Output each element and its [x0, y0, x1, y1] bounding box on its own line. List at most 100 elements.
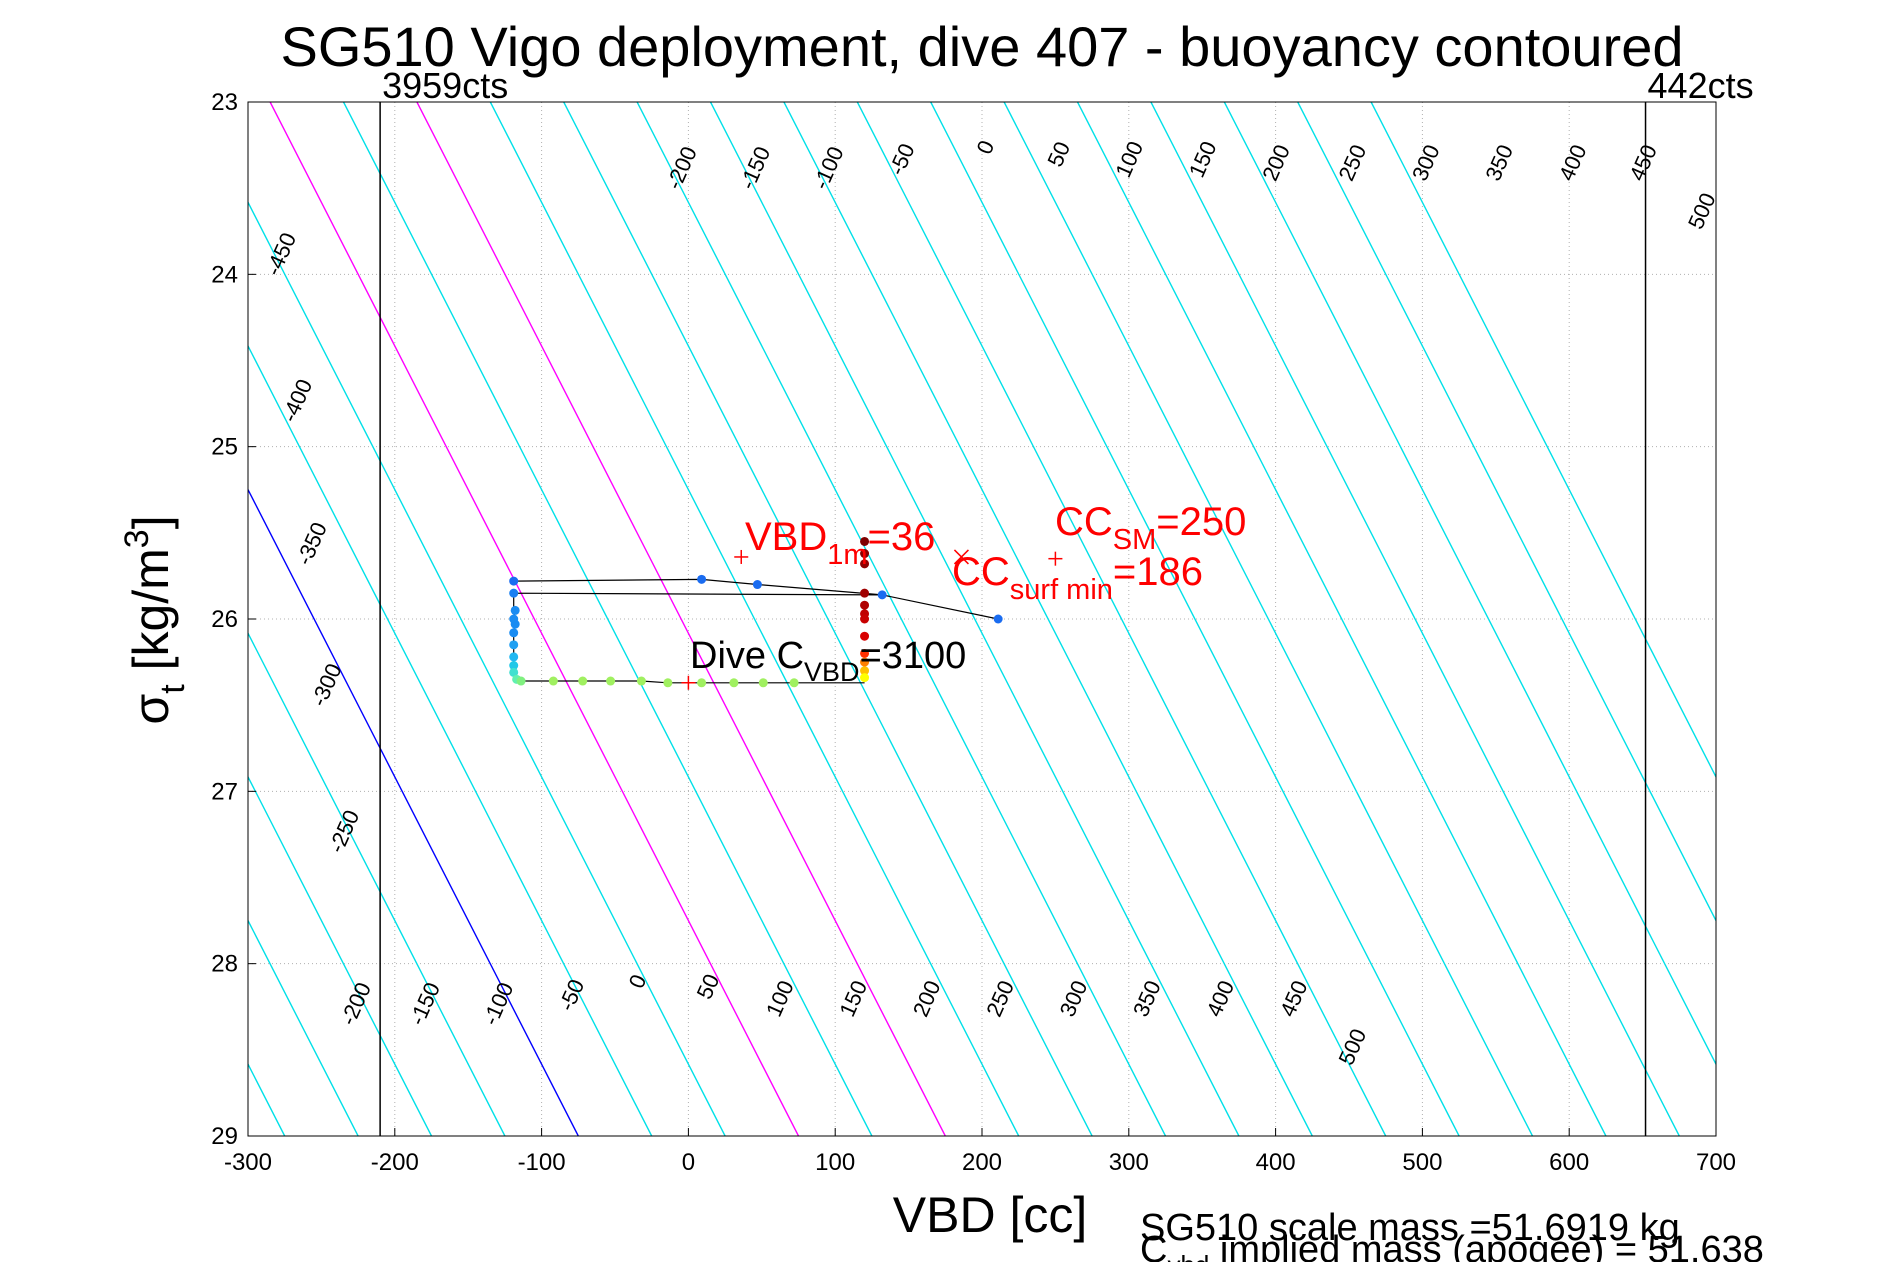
- plus-marker: [1048, 551, 1063, 566]
- contour-label: 300: [1407, 141, 1445, 185]
- dive-point: [510, 619, 520, 629]
- dive-point: [860, 657, 870, 667]
- annotation-cc-surf-min-tail: =186: [1113, 550, 1203, 594]
- contour-label: 50: [692, 970, 725, 1003]
- annotation-cc-surf-min-main: CC: [952, 550, 1010, 594]
- dive-point: [548, 676, 558, 686]
- x-axis-label: VBD [cc]: [893, 1187, 1087, 1243]
- y-tick-label: 25: [211, 434, 238, 461]
- contour-label: -400: [277, 375, 318, 425]
- dive-point: [860, 614, 870, 624]
- contour-label: 500: [1683, 189, 1721, 233]
- x-tick-label: 400: [1256, 1149, 1296, 1176]
- y-tick-label: 28: [211, 951, 238, 978]
- contour-line: [248, 775, 433, 1136]
- dive-point: [578, 676, 588, 686]
- x-tick-label: 600: [1549, 1149, 1589, 1176]
- y-axis-label-unit: [kg/m: [123, 548, 179, 684]
- contour-label: 0: [972, 137, 1000, 158]
- x-axis-ticks: -300 -200 -100 0 100 200 300 400 500 600 700: [224, 1128, 1736, 1176]
- plus-marker: [681, 675, 696, 690]
- contour-line: [0, 102, 138, 1136]
- contour-label: -450: [260, 229, 301, 279]
- dive-point: [606, 676, 616, 686]
- annotation-cc-surf-min-sub: surf min: [1010, 574, 1113, 606]
- y-axis-label-sub: t: [154, 684, 192, 694]
- y-tick-label: 26: [211, 606, 238, 633]
- dive-point: [509, 588, 519, 598]
- contour-line: [342, 102, 873, 1136]
- contour-label: -200: [335, 978, 376, 1028]
- dive-point: [509, 628, 519, 638]
- dive-point: [789, 678, 799, 688]
- contour-label: -150: [735, 143, 776, 193]
- contour-line: [1223, 102, 1716, 1066]
- y-axis-label-exp: 3: [118, 529, 156, 548]
- implied-mass-sub: vbd: [1167, 1250, 1209, 1262]
- contour-line: [856, 102, 1387, 1136]
- contour-line: [248, 488, 579, 1136]
- contour-label: -100: [808, 143, 849, 193]
- buoyancy-contours: [0, 102, 1716, 1136]
- annotation-cc-sm-tail: =250: [1156, 500, 1246, 544]
- dive-point: [636, 676, 646, 686]
- grid-lines: [248, 102, 1716, 1136]
- dive-point: [516, 676, 526, 686]
- dive-point: [697, 574, 707, 584]
- contour-line: [709, 102, 1240, 1136]
- dive-point: [860, 536, 870, 546]
- dive-point: [860, 648, 870, 658]
- contour-line: [248, 919, 359, 1136]
- markers: [681, 549, 1063, 690]
- implied-mass-tail: implied mass (apogee) = 51.638: [1209, 1229, 1764, 1262]
- scale-mass-text: SG510 scale mass =51.6919 kg: [1140, 1207, 1680, 1249]
- contour-line: [783, 102, 1313, 1136]
- contour-line: [269, 102, 800, 1136]
- annotation-vbd-1m-main: VBD: [745, 515, 827, 559]
- x-tick-label: 0: [682, 1149, 695, 1176]
- x-tick-label: -300: [224, 1149, 272, 1176]
- contour-line: [0, 102, 211, 1136]
- annotation-cc-sm-sub: SM: [1113, 524, 1157, 556]
- x-tick-label: 200: [962, 1149, 1002, 1176]
- dive-point: [860, 673, 870, 683]
- contour-line: [1297, 102, 1716, 923]
- contour-line: [1150, 102, 1680, 1136]
- contour-line: [248, 344, 653, 1136]
- dive-point: [729, 678, 739, 688]
- contour-label: -50: [884, 140, 920, 179]
- dive-point: [877, 590, 887, 600]
- y-tick-label: 24: [211, 261, 238, 288]
- x-tick-label: 700: [1696, 1149, 1736, 1176]
- annotations: VBD1m=36 CC SM=250 CCsurf min=186 Dive CVBD=…: [690, 500, 1246, 687]
- contour-label: 500: [1334, 1025, 1372, 1069]
- annotation-vbd-1m-tail: =36: [868, 515, 936, 559]
- dive-point: [663, 678, 673, 688]
- limit-label: 3959cts: [382, 65, 508, 106]
- dive-point: [860, 666, 870, 676]
- dive-point: [860, 600, 870, 610]
- dive-point: [993, 614, 1003, 624]
- dive-point: [758, 678, 768, 688]
- annotation-dive-c-vbd-sub: VBD: [804, 657, 860, 687]
- contour-label: 150: [1184, 137, 1222, 181]
- annotation-dive-c-vbd-tail: =3100: [860, 635, 967, 677]
- annotation-cc-surf-min: CCsurf min=186: [952, 550, 1203, 606]
- x-tick-label: 100: [815, 1149, 855, 1176]
- y-tick-label: 27: [211, 778, 238, 805]
- contour-line: [416, 102, 946, 1136]
- y-tick-label: 29: [211, 1123, 238, 1150]
- contour-line: [1076, 102, 1607, 1136]
- contour-line: [636, 102, 1167, 1136]
- plus-marker: [734, 549, 749, 564]
- contour-label: 100: [1110, 137, 1148, 181]
- dive-point: [860, 588, 870, 598]
- contour-label: -50: [554, 975, 590, 1014]
- dive-point: [860, 559, 870, 569]
- contour-label: 250: [1334, 141, 1372, 185]
- annotation-dive-c-vbd: Dive CVBD=3100: [690, 635, 966, 687]
- annotation-vbd-1m: VBD1m=36: [745, 515, 935, 571]
- contour-line: [248, 200, 726, 1136]
- dive-point: [509, 640, 519, 650]
